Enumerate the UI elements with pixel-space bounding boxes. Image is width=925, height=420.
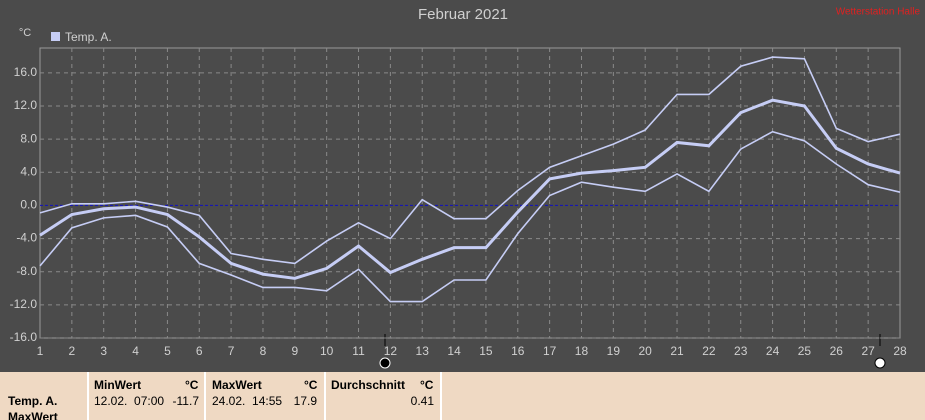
x-tick-label: 18 xyxy=(575,344,589,358)
x-tick-label: 28 xyxy=(893,344,907,358)
col-header: MinWert xyxy=(94,378,142,392)
line xyxy=(39,56,901,265)
separator xyxy=(204,372,206,420)
x-tick-label: 27 xyxy=(861,344,875,358)
x-tick-label: 12 xyxy=(384,344,398,358)
x-tick-label: 13 xyxy=(416,344,430,358)
x-tick-label: 22 xyxy=(702,344,716,358)
full-moon-icon xyxy=(874,357,886,369)
col-unit: °C xyxy=(304,378,318,392)
x-tick-label: 23 xyxy=(734,344,748,358)
col-time: 24.02. 14:55 xyxy=(212,394,283,408)
stats-table: Temp. A. MaxWert MinWert °C 12.02. 07:00… xyxy=(0,372,925,420)
x-tick-label: 10 xyxy=(320,344,334,358)
chart: Februar 2021 Wetterstation Halle °C -16.… xyxy=(10,6,921,369)
legend-label: Temp. A. xyxy=(65,30,112,44)
x-tick-label: 1 xyxy=(37,344,44,358)
x-tick-label: 17 xyxy=(543,344,557,358)
col-header: MaxWert xyxy=(212,378,262,392)
x-tick-label: 2 xyxy=(69,344,76,358)
y-tick-label: -16.0 xyxy=(10,330,38,344)
col-time: 12.02. 07:00 xyxy=(94,394,165,408)
col-value: 17.9 xyxy=(293,394,317,408)
y-tick-label: -8.0 xyxy=(16,264,37,278)
y-tick-label: 0.0 xyxy=(20,198,37,212)
x-tick-label: 4 xyxy=(132,344,139,358)
line xyxy=(39,130,901,303)
separator xyxy=(440,372,442,420)
x-tick-label: 24 xyxy=(766,344,780,358)
row-label: MaxWert xyxy=(8,410,58,420)
y-tick-label: -4.0 xyxy=(16,231,37,245)
separator xyxy=(87,372,89,420)
x-tick-label: 14 xyxy=(447,344,461,358)
y-axis-label: °C xyxy=(19,27,31,39)
row-label: Temp. A. xyxy=(8,394,58,408)
y-tick-label: 8.0 xyxy=(20,131,37,145)
x-tick-label: 21 xyxy=(670,344,684,358)
x-tick-label: 9 xyxy=(291,344,298,358)
x-tick-label: 26 xyxy=(830,344,844,358)
col-unit: °C xyxy=(185,378,199,392)
x-tick-label: 7 xyxy=(228,344,235,358)
station-label: Wetterstation Halle xyxy=(836,7,921,18)
x-tick-label: 20 xyxy=(639,344,653,358)
y-tick-label: -12.0 xyxy=(10,297,38,311)
x-tick-label: 19 xyxy=(607,344,621,358)
col-unit: °C xyxy=(420,378,434,392)
legend-swatch xyxy=(51,32,60,41)
y-tick-label: 16.0 xyxy=(14,65,38,79)
x-tick-label: 5 xyxy=(164,344,171,358)
x-tick-label: 3 xyxy=(100,344,107,358)
x-tick-label: 25 xyxy=(798,344,812,358)
x-tick-label: 11 xyxy=(352,344,365,358)
col-value: -11.7 xyxy=(172,394,199,408)
new-moon-icon xyxy=(379,357,391,369)
col-value: 0.41 xyxy=(410,394,434,408)
y-tick-label: 4.0 xyxy=(20,164,37,178)
x-tick-label: 16 xyxy=(511,344,525,358)
separator xyxy=(324,372,326,420)
x-tick-label: 15 xyxy=(479,344,493,358)
col-header: Durchschnitt xyxy=(331,378,406,392)
chart-title: Februar 2021 xyxy=(418,6,508,23)
y-tick-label: 12.0 xyxy=(14,98,38,112)
x-tick-label: 6 xyxy=(196,344,203,358)
line xyxy=(39,98,901,280)
plot-frame xyxy=(39,47,901,339)
x-tick-label: 8 xyxy=(260,344,267,358)
